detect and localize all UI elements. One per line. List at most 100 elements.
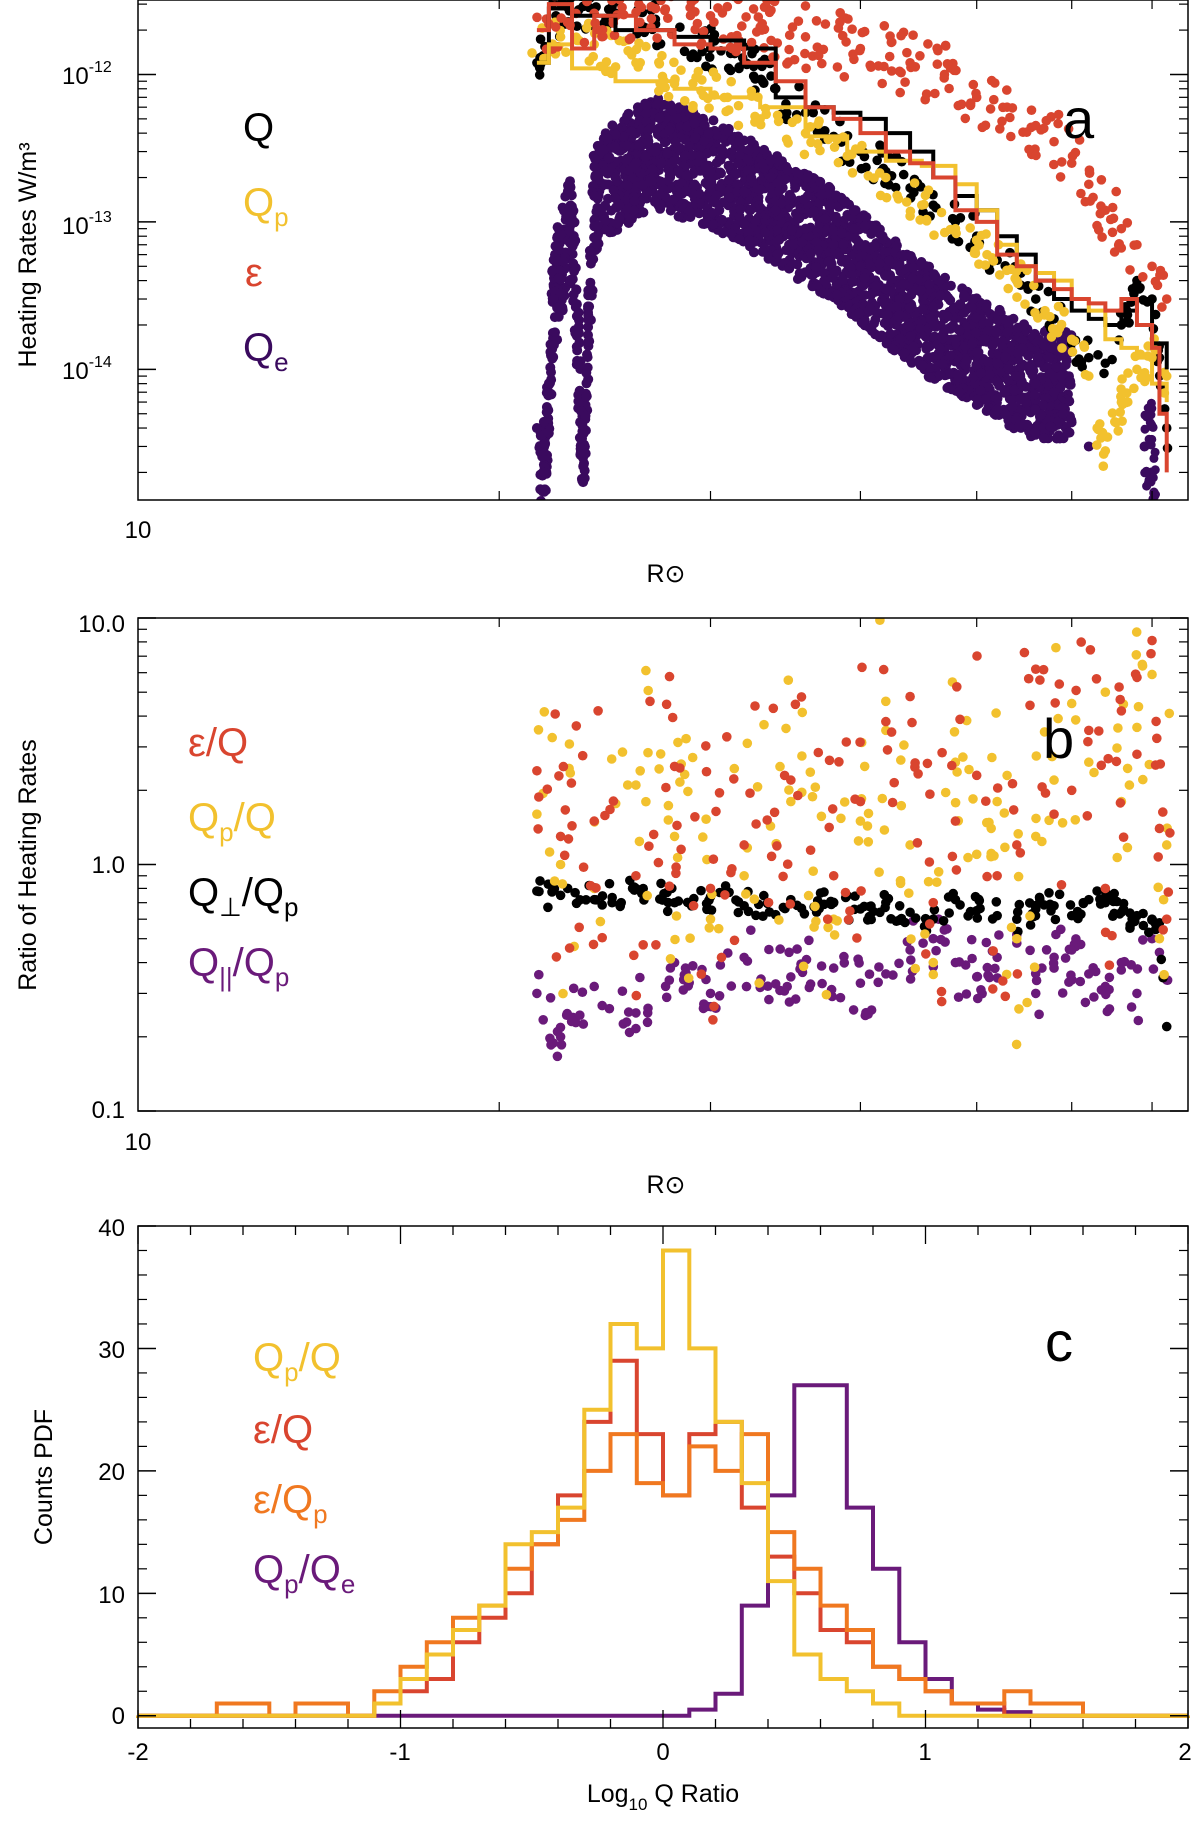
scatter-point [1029,962,1040,972]
qe-point [994,380,1005,391]
scatter-point [894,66,905,77]
scatter-point [609,30,620,40]
scatter-point [1123,368,1133,378]
scatter-point [855,978,866,988]
scatter-point [881,969,891,979]
scatter-point [676,844,686,855]
scatter-point [1031,813,1041,824]
scatter-point [1159,404,1170,414]
scatter-point [1132,722,1142,733]
scatter-point [873,61,884,71]
qe-point [992,404,1003,415]
scatter-point [1014,1004,1024,1014]
qe-point [715,153,726,164]
scatter-point [555,1031,566,1042]
scatter-point [534,969,544,980]
scatter-point [582,0,593,5]
qe-point [1003,364,1014,374]
qe-point [895,333,906,344]
legend-b-qpar-qp: Q||/Qp [188,941,289,992]
scatter-point [1022,997,1032,1008]
scatter-point [1133,1015,1144,1026]
qe-point [885,328,896,339]
scatter-point [589,816,600,826]
scatter-point [578,862,589,872]
qe-point [774,186,785,196]
qe-point [618,131,629,142]
scatter-point [634,836,645,847]
qe-point [689,179,700,190]
scatter-point [972,913,983,923]
scatter-point [1002,770,1012,781]
scatter-point [549,884,560,894]
scatter-point [864,901,875,912]
qe-point [684,206,695,217]
scatter-point [1030,294,1041,304]
scatter-point [1100,687,1111,698]
scatter-point [1099,368,1109,379]
qe-point [943,292,954,303]
qe-point [1144,434,1154,444]
scatter-point [807,791,818,802]
scatter-point [1155,270,1165,280]
scatter-point [1114,239,1124,249]
qe-point [982,326,993,336]
scatter-point [939,69,950,80]
scatter-point [1116,397,1127,407]
qe-point [970,327,981,338]
scatter-point [683,973,694,983]
scatter-point [792,114,802,124]
scatter-point [940,41,951,51]
qe-point [621,140,632,151]
qe-point [564,225,575,236]
scatter-point [824,822,834,833]
scatter-point [757,76,768,87]
scatter-point [739,952,749,963]
scatter-point [1030,120,1041,131]
scatter-point [764,994,774,1005]
scatter-point [1053,118,1063,129]
scatter-point [669,831,680,842]
qe-point [707,207,718,218]
legend-b-eps-q: ε/Q [188,721,248,765]
scatter-point [720,890,730,900]
scatter-point [1076,357,1087,368]
scatter-point [672,852,683,863]
legend-c-eps-q: ε/Q [253,1408,313,1452]
scatter-point [873,977,883,988]
scatter-point [764,944,774,955]
scatter-point [688,900,699,911]
scatter-point [938,916,949,926]
scatter-point [564,943,575,953]
scatter-point [706,905,717,915]
scatter-point [539,707,550,717]
scatter-point [980,120,991,131]
scatter-point [866,914,876,925]
scatter-point [752,782,763,792]
scatter-point [772,841,782,851]
qe-point [1045,421,1056,432]
panel-c-ytick-label: 0 [112,1703,125,1730]
scatter-point [766,35,776,46]
scatter-point [984,972,995,983]
qe-point [871,281,881,291]
scatter-point [642,1017,653,1028]
qe-point [1143,403,1153,413]
scatter-point [988,946,998,956]
scatter-point [1013,829,1023,839]
scatter-point [621,1017,632,1027]
scatter-point [1057,343,1067,353]
qe-point [744,235,755,246]
scatter-point [755,22,765,32]
qe-point [992,393,1003,404]
scatter-point [1050,914,1061,925]
panel-b-ytick-label: 1.0 [92,852,125,879]
qe-point [598,144,609,155]
qe-point [554,265,565,276]
scatter-point [828,897,839,908]
scatter-point [936,207,947,218]
qe-point [610,129,621,140]
scatter-point [910,963,921,974]
scatter-point [832,62,843,72]
qe-point [878,297,889,308]
